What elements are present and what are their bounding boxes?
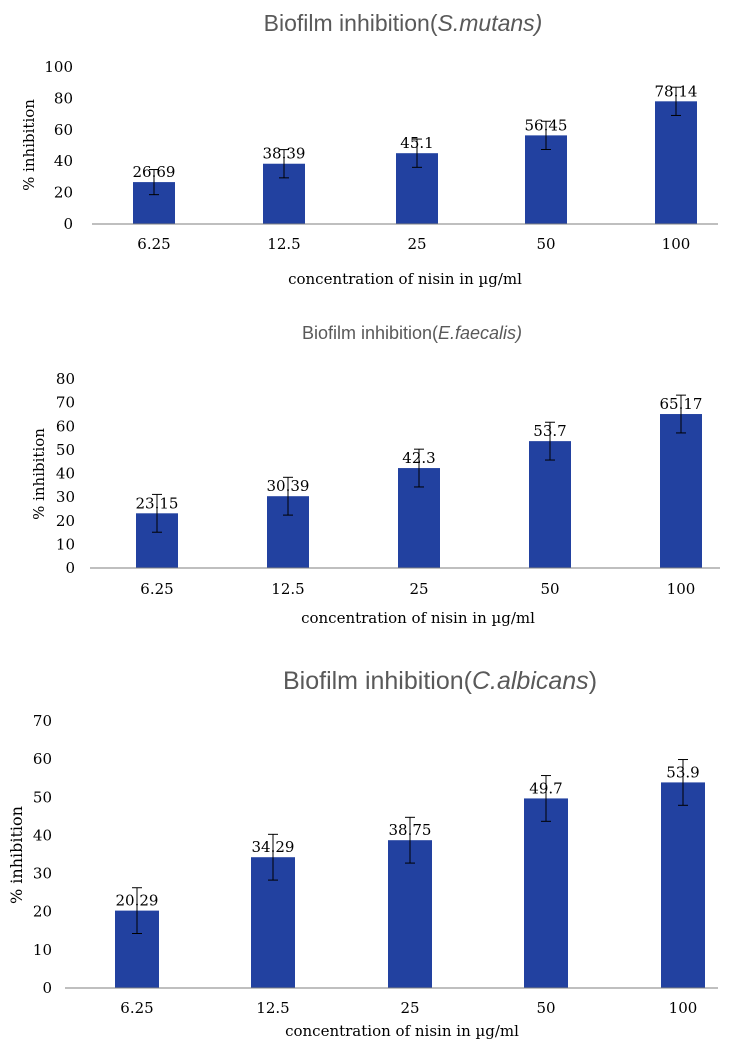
data-label: 26.69 [133,163,176,181]
y-tick-label: 80 [56,370,75,388]
y-tick-label: 10 [33,941,52,959]
bar-marks: 26.69 38.39 45.1 56.45 78.14 [133,82,698,224]
x-tick-label: 100 [662,235,691,253]
x-tick-label: 6.25 [137,235,170,253]
y-tick-label: 50 [56,441,75,459]
y-tick-label: 70 [56,394,75,412]
x-tick-label: 12.5 [256,999,289,1017]
y-tick-label: 100 [44,58,73,76]
y-tick-label: 0 [42,979,52,997]
data-label: 78.14 [655,82,698,100]
bar-marks: 23.15 30.39 42.3 53.7 65.17 [136,394,703,568]
chart-s-mutans: Biofilm inhibition(S.mutans) % inhibitio… [20,10,718,288]
y-axis-label: % inhibition [7,806,26,904]
data-label: 30.39 [267,477,310,495]
y-axis-label: % inhibition [20,99,38,191]
y-tick-label: 60 [33,750,52,768]
y-tick-label: 20 [54,184,73,202]
x-tick-label: 100 [667,580,696,598]
y-axis-label: % inhibition [30,428,48,520]
x-axis-label: concentration of nisin in µg/ml [285,1022,519,1040]
y-tick-label: 40 [56,465,75,483]
y-tick-label: 60 [54,121,73,139]
y-ticks: 0 10 20 30 40 50 60 70 80 [56,370,75,577]
x-tick-label: 6.25 [140,580,173,598]
x-axis-label: concentration of nisin in µg/ml [301,609,535,627]
bar [529,441,571,568]
x-tick-label: 6.25 [120,999,153,1017]
data-label: 42.3 [402,449,435,467]
y-tick-label: 60 [56,417,75,435]
data-label: 53.9 [666,763,699,781]
x-ticks: 6.25 12.5 25 50 100 [137,235,690,253]
x-ticks: 6.25 12.5 25 50 100 [140,580,695,598]
bar [525,135,567,224]
data-label: 34.29 [252,838,295,856]
x-tick-label: 50 [540,580,559,598]
y-tick-label: 70 [33,712,52,730]
bar [661,782,705,988]
chart-e-faecalis: Biofilm inhibition(E.faecalis) % inhibit… [30,323,720,627]
data-label: 38.75 [389,821,432,839]
x-tick-label: 25 [400,999,419,1017]
y-tick-label: 40 [54,152,73,170]
data-label: 65.17 [660,395,703,413]
bar [655,101,697,224]
chart-title: Biofilm inhibition(C.albicans) [283,667,597,695]
y-tick-label: 30 [33,865,52,883]
data-label: 53.7 [533,422,566,440]
x-tick-label: 12.5 [271,580,304,598]
y-tick-label: 0 [65,559,75,577]
x-axis-label: concentration of nisin in µg/ml [288,270,522,288]
x-tick-label: 25 [409,580,428,598]
x-tick-label: 50 [536,235,555,253]
x-tick-label: 100 [669,999,698,1017]
y-tick-label: 20 [33,903,52,921]
bar [524,798,568,988]
y-ticks: 0 10 20 30 40 50 60 70 [33,712,52,997]
y-tick-label: 40 [33,826,52,844]
data-label: 49.7 [529,779,562,797]
bar [660,414,702,568]
data-label: 38.39 [263,145,306,163]
data-label: 45.1 [400,134,433,152]
chart-title: Biofilm inhibition(E.faecalis) [302,323,522,343]
x-tick-label: 12.5 [267,235,300,253]
bar-marks: 20.29 34.29 38.75 49.7 53.9 [115,759,705,988]
y-tick-label: 0 [63,215,73,233]
y-tick-label: 10 [56,535,75,553]
data-label: 56.45 [525,116,568,134]
y-ticks: 0 20 40 60 80 100 [44,58,73,233]
x-tick-label: 25 [407,235,426,253]
x-tick-label: 50 [536,999,555,1017]
chart-title: Biofilm inhibition(S.mutans) [264,10,543,36]
y-tick-label: 20 [56,512,75,530]
y-tick-label: 80 [54,89,73,107]
bar [388,840,432,988]
x-ticks: 6.25 12.5 25 50 100 [120,999,697,1017]
data-label: 20.29 [116,892,159,910]
y-tick-label: 30 [56,488,75,506]
chart-c-albicans: Biofilm inhibition(C.albicans) % inhibit… [7,667,718,1040]
y-tick-label: 50 [33,788,52,806]
data-label: 23.15 [136,494,179,512]
